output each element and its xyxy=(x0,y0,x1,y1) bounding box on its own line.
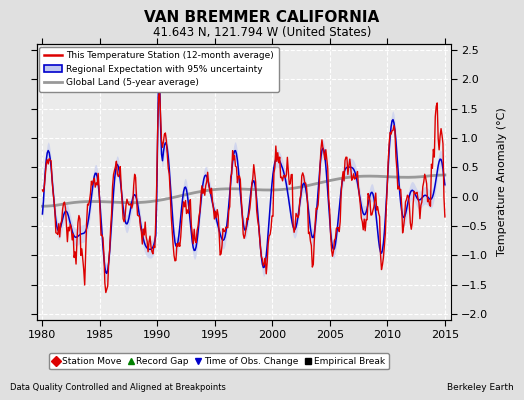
Text: Data Quality Controlled and Aligned at Breakpoints: Data Quality Controlled and Aligned at B… xyxy=(10,383,226,392)
Text: Berkeley Earth: Berkeley Earth xyxy=(447,383,514,392)
Text: 41.643 N, 121.794 W (United States): 41.643 N, 121.794 W (United States) xyxy=(153,26,371,39)
Y-axis label: Temperature Anomaly (°C): Temperature Anomaly (°C) xyxy=(497,108,507,256)
Legend: Station Move, Record Gap, Time of Obs. Change, Empirical Break: Station Move, Record Gap, Time of Obs. C… xyxy=(49,353,389,369)
Text: VAN BREMMER CALIFORNIA: VAN BREMMER CALIFORNIA xyxy=(145,10,379,25)
